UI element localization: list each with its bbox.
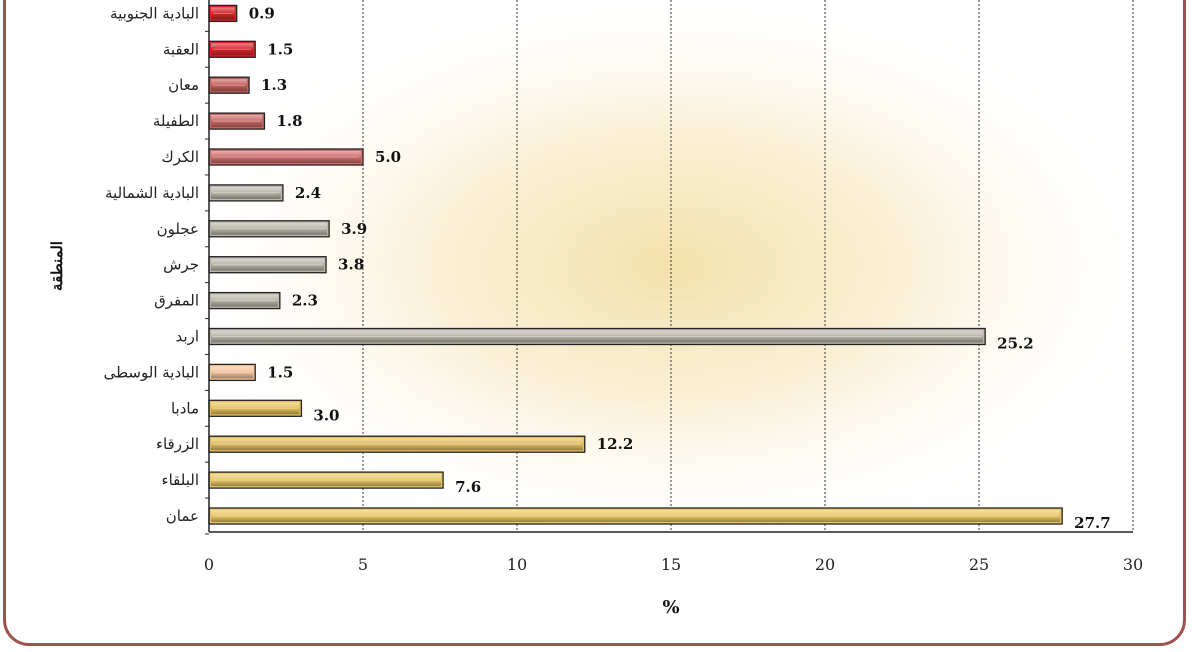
bar (208, 40, 256, 58)
data-label: 2.4 (295, 184, 321, 202)
bar (208, 291, 281, 310)
bar (208, 507, 1063, 525)
y-tick-label: البلقاء (162, 471, 199, 489)
y-tick-label: البادية الشمالية (105, 184, 199, 202)
y-tick-label: البادية الوسطى (104, 363, 199, 381)
bar (208, 112, 266, 130)
x-tick-label: 30 (1123, 555, 1143, 574)
x-tick-label: 20 (815, 555, 835, 574)
y-tick-label: الطفيلة (153, 112, 199, 130)
data-label: 1.3 (261, 76, 287, 94)
y-axis-title: المنطقة (48, 241, 66, 291)
y-tick-label: البادية الجنوبية (110, 4, 199, 22)
bar (208, 435, 586, 453)
y-tick-label: جرش (163, 256, 199, 274)
bar (208, 4, 238, 23)
data-label: 0.9 (249, 4, 275, 22)
y-tick-label: معان (168, 76, 199, 94)
bar (208, 76, 250, 94)
bar (208, 471, 444, 489)
y-tick-label: مادبا (171, 399, 199, 417)
x-tick-label: 15 (661, 555, 681, 574)
y-tick-label: عمان (166, 507, 199, 525)
bar (208, 363, 256, 382)
x-tick-label: 5 (358, 555, 368, 574)
bar (208, 399, 303, 417)
bar (208, 256, 327, 274)
data-label: 7.6 (455, 478, 481, 496)
data-label: 1.5 (267, 40, 293, 58)
data-label: 5.0 (375, 148, 401, 166)
data-label: 12.2 (597, 435, 634, 453)
data-label: 3.9 (341, 220, 367, 238)
y-tick-label: الزرقاء (156, 435, 199, 453)
data-label: 2.3 (292, 292, 318, 310)
data-label: 3.8 (338, 256, 364, 274)
bar (208, 327, 986, 346)
y-tick-label: المفرق (154, 292, 199, 310)
data-label: 3.0 (313, 406, 339, 424)
data-label: 1.8 (276, 112, 302, 130)
x-tick-label: 10 (507, 555, 527, 574)
x-axis-title: % (662, 597, 679, 618)
bar (208, 148, 364, 166)
y-tick-label: العقبة (163, 40, 199, 58)
data-label: 1.5 (267, 363, 293, 381)
x-tick-label: 0 (204, 555, 214, 574)
bar (208, 220, 330, 238)
data-label: 27.7 (1074, 514, 1111, 532)
data-label: 25.2 (997, 335, 1034, 353)
y-tick-label: الكرك (161, 148, 199, 166)
x-tick-label: 25 (969, 555, 989, 574)
y-tick-label: عجلون (157, 220, 199, 238)
y-tick-label: اربد (176, 328, 199, 346)
bar (208, 184, 284, 202)
